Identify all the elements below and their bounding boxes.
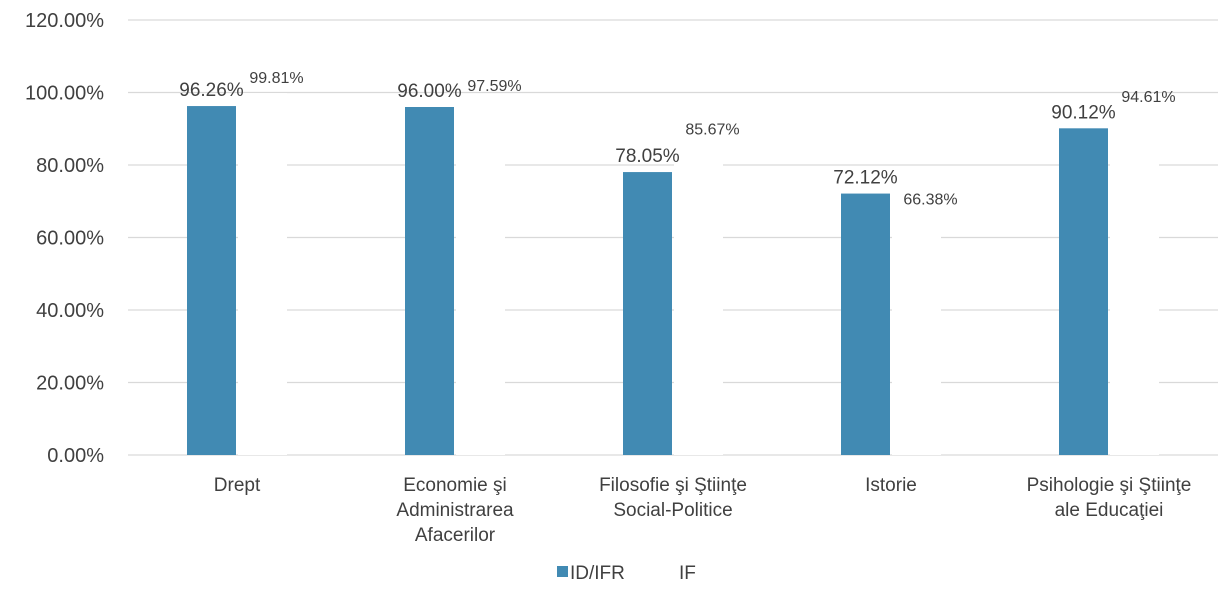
x-axis-categories: Drept Economie şi Administrarea Afacerilor F… <box>214 475 1192 546</box>
category-label-line: Filosofie şi Ştiinţe <box>599 475 747 496</box>
data-label-id-ifr: 72.12% <box>833 168 898 189</box>
data-label-if: 94.61% <box>1121 89 1175 106</box>
y-tick-label: 100.00% <box>25 83 104 105</box>
data-label-if: 85.67% <box>685 121 739 138</box>
legend-label-if: IF <box>679 563 696 584</box>
bar-if <box>1110 112 1159 455</box>
category-label-line: Istorie <box>865 475 917 496</box>
bar-if <box>238 93 287 455</box>
bar-id-ifr <box>405 107 454 455</box>
data-label-if: 99.81% <box>249 70 303 87</box>
y-tick-label: 40.00% <box>36 300 104 322</box>
legend: ID/IFR IF <box>557 563 696 584</box>
legend-label-id-ifr: ID/IFR <box>570 563 625 584</box>
category-label-line: ale Educaţiei <box>1055 500 1164 521</box>
category-label: Psihologie şi Ştiinţe ale Educaţiei <box>1027 475 1192 521</box>
data-label-id-ifr: 96.00% <box>397 81 462 102</box>
bar-id-ifr <box>623 172 672 455</box>
bar-if <box>456 101 505 455</box>
y-tick-label: 60.00% <box>36 228 104 250</box>
y-tick-label: 20.00% <box>36 373 104 395</box>
category-label-line: Psihologie şi Ştiinţe <box>1027 475 1192 496</box>
bar-if <box>674 144 723 456</box>
category-label-line: Afacerilor <box>415 525 496 546</box>
legend-swatch-id-ifr <box>557 566 568 577</box>
category-label: Economie şi Administrarea Afacerilor <box>396 475 514 546</box>
y-tick-label: 120.00% <box>25 10 104 32</box>
category-label: Drept <box>214 475 261 496</box>
bar-id-ifr <box>1059 128 1108 455</box>
data-label-id-ifr: 96.26% <box>179 80 244 101</box>
data-label-id-ifr: 90.12% <box>1051 102 1116 123</box>
data-label-if: 97.59% <box>467 78 521 95</box>
data-labels: 96.26% 99.81% 96.00% 97.59% 78.05% 85.67% 72.1… <box>179 70 1175 208</box>
bar-if <box>892 214 941 455</box>
category-label-line: Social-Politice <box>613 500 732 521</box>
category-label-line: Economie şi <box>403 475 507 496</box>
category-label: Filosofie şi Ştiinţe Social-Politice <box>599 475 747 521</box>
category-label-line: Administrarea <box>396 500 514 521</box>
category-label: Istorie <box>865 475 917 496</box>
legend-swatch-if <box>666 566 677 577</box>
data-label-if: 66.38% <box>903 191 957 208</box>
category-label-line: Drept <box>214 475 261 496</box>
bar-id-ifr <box>841 193 890 455</box>
bars <box>187 93 1159 456</box>
gridlines <box>128 19 1218 456</box>
y-tick-label: 0.00% <box>47 445 104 467</box>
y-axis-ticks: 0.00% 20.00% 40.00% 60.00% 80.00% 100.00% 120.… <box>25 10 104 467</box>
bar-id-ifr <box>187 106 236 456</box>
y-tick-label: 80.00% <box>36 155 104 177</box>
data-label-id-ifr: 78.05% <box>615 146 680 167</box>
